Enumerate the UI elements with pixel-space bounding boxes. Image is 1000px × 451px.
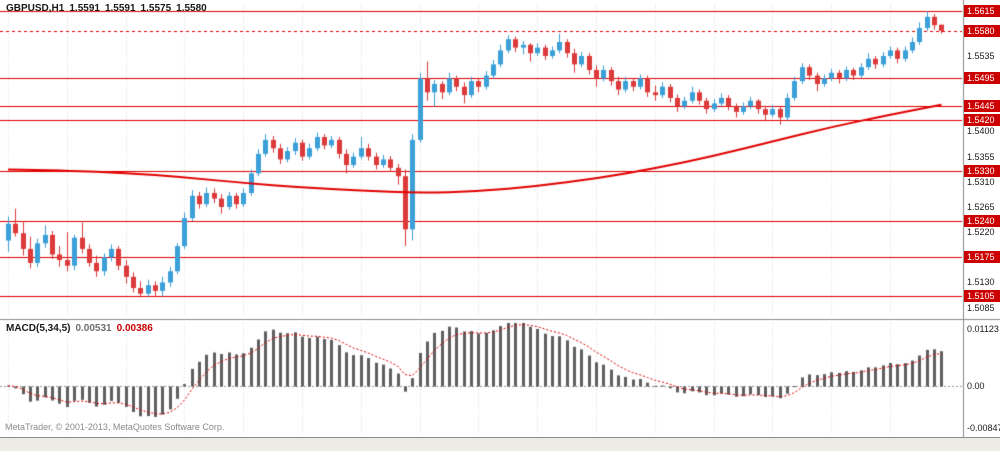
price-level-badge: 1.5495 <box>964 72 1000 85</box>
price-level-badge: 1.5105 <box>964 290 1000 303</box>
price-tick: 1.5085 <box>967 302 995 313</box>
price-tick: 1.5220 <box>967 227 995 238</box>
close-value: 1.5580 <box>176 3 207 14</box>
watermark: MetaTrader, © 2001-2013, MetaQuotes Soft… <box>5 422 225 432</box>
macd-tick: -0.00847 <box>967 423 1000 433</box>
open-value: 1.5591 <box>69 3 100 14</box>
price-level-badge: 1.5615 <box>964 5 1000 18</box>
symbol-timeframe-label: GBPUSD,H1 <box>6 3 65 14</box>
price-level-badge: 1.5175 <box>964 251 1000 264</box>
price-level-badge: 1.5330 <box>964 164 1000 177</box>
macd-signal-value: 0.00386 <box>116 323 153 334</box>
macd-tick: 0.01123 <box>967 324 999 334</box>
price-tick: 1.5355 <box>967 151 995 162</box>
price-tick: 1.5130 <box>967 277 995 288</box>
price-tick: 1.5400 <box>967 126 995 137</box>
time-axis[interactable]: 31 Jul 20131 Aug 06:001 Aug 22:002 Aug 1… <box>0 437 1000 451</box>
price-tick: 1.5310 <box>967 176 995 187</box>
chart-title-ohlc: GBPUSD,H1 1.5591 1.5591 1.5575 1.5580 <box>6 3 212 14</box>
macd-name: MACD(5,34,5) <box>6 323 71 334</box>
macd-current-value: 0.00531 <box>75 323 112 334</box>
price-level-badge: 1.5420 <box>964 114 1000 127</box>
price-tick: 1.5535 <box>967 51 995 61</box>
price-level-badge: 1.5240 <box>964 214 1000 227</box>
macd-tick: 0.00 <box>967 380 985 391</box>
bid-price-badge: 1.5580 <box>964 24 1000 37</box>
low-value: 1.5575 <box>140 3 172 14</box>
high-value: 1.5591 <box>104 3 136 14</box>
price-tick: 1.5265 <box>967 201 995 212</box>
price-level-badge: 1.5445 <box>964 100 1000 113</box>
macd-indicator-label: MACD(5,34,5) 0.00531 0.00386 <box>6 323 153 334</box>
